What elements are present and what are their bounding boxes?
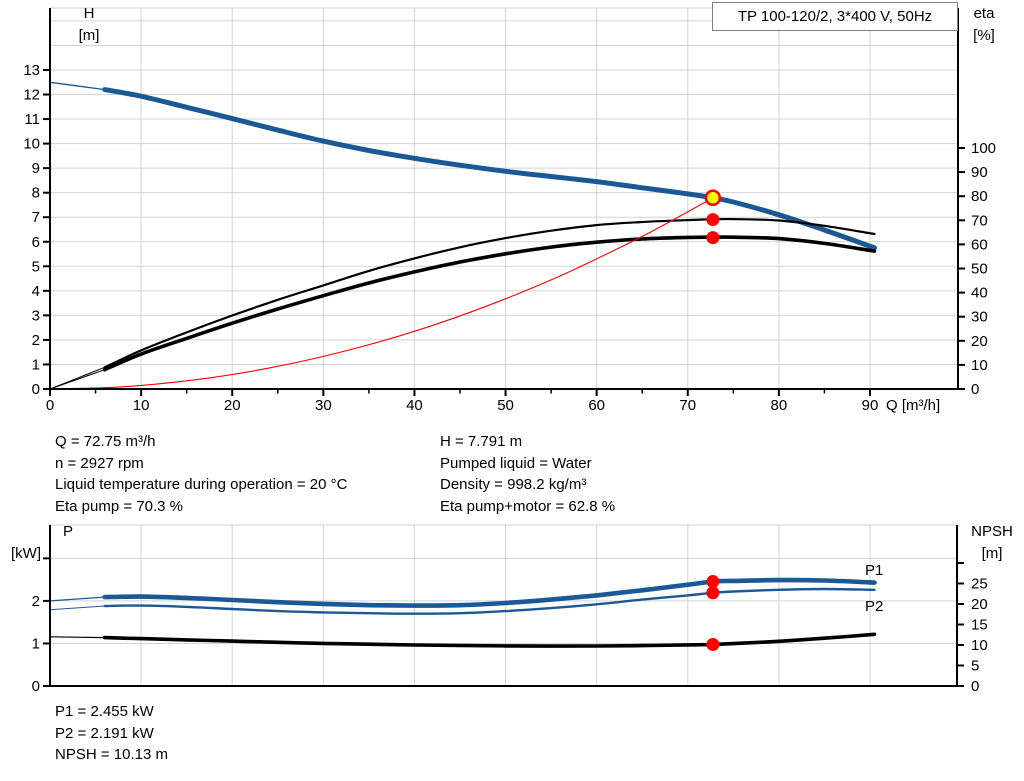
h-curve [102,87,877,251]
h-tick-label: 4 [32,283,40,300]
h-tick-label: 2 [32,332,40,349]
p2-curve [103,587,876,615]
eta-tick-label: 20 [971,333,988,350]
upper-markers [704,189,722,245]
h-tick-label: 7 [32,209,40,226]
q-value: Q = 72.75 m³/h [55,433,156,450]
eta-tick-label: 40 [971,285,988,302]
h-tick-label: 3 [32,307,40,324]
h-axis-label: H [m] [78,5,100,44]
eta-tick-label: 50 [971,261,988,278]
h-tick-label: 10 [23,136,40,153]
q-tick-label: 60 [588,397,605,414]
p2-value: P2 = 2.191 kW [55,724,154,742]
npsh-curve [102,632,877,648]
q-axis-unit-label: Q [m³/h] [886,397,940,414]
system-curve-curve [49,197,714,390]
eta-pump-value: Eta pump = 70.3 % [55,497,183,515]
liquid-temperature-value: Liquid temperature during operation = 20… [55,476,348,493]
h-tick-label: 12 [23,87,40,104]
upper-series [49,81,877,390]
pumped-liquid-value: Pumped liquid = Water [440,454,592,472]
h-tick-label: 11 [24,111,40,128]
h-curve-thin [49,81,105,91]
npsh-point [706,637,720,651]
q-tick-label: 0 [46,397,54,414]
p-axis-label: P [62,523,73,540]
p-axis-unit-label: [kW] [11,545,41,562]
p1-series-label: P1 [865,562,883,579]
upper-chart: 0123456789101112130102030405060708090100… [23,7,996,414]
h-tick-label: 13 [23,62,40,79]
q-tick-label: 30 [315,397,332,414]
eta-tick-label: 0 [971,381,979,398]
p1-curve [102,577,877,608]
upper-axes: 0123456789101112130102030405060708090100… [23,8,996,414]
p-tick-label: 0 [32,678,40,695]
density-value: Density = 998.2 kg/m³ [440,476,587,493]
eta-axis-label: eta [%] [973,5,995,44]
eta-pump-motor-curve-thin [49,369,105,390]
npsh-tick-label: 0 [971,678,979,695]
h-value: H = 7.791 m [440,433,523,450]
h-tick-label: 1 [32,356,40,373]
p2-curve-thin [49,605,105,611]
npsh-tick-label: 20 [971,596,988,613]
eta-tick-label: 10 [971,357,988,374]
eta-tick-label: 60 [971,236,988,253]
npsh-axis-label: NPSH [m] [971,523,1013,562]
p2-series-label: P2 [865,598,883,615]
npsh-tick-label: 5 [971,658,979,675]
npsh-tick-label: 10 [971,637,988,654]
q-tick-label: 90 [862,397,879,414]
pump-title: TP 100-120/2, 3*400 V, 50Hz [737,8,933,25]
q-tick-label: 70 [679,397,696,414]
eta-tick-label: 70 [971,212,988,229]
q-tick-label: 10 [133,397,150,414]
duty-point [704,189,722,207]
h-tick-label: 0 [32,381,40,398]
q-tick-label: 80 [771,397,788,414]
p-tick-label: 2 [32,593,40,610]
p-tick-label: 1 [32,635,40,652]
q-tick-label: 40 [406,397,423,414]
lower-grid [50,524,957,686]
lower-series: P1 P2 [49,562,883,648]
eta-tick-label: 80 [971,188,988,205]
npsh-curve-thin [49,636,105,639]
p2-point [706,586,720,600]
eta-tick-label: 90 [971,164,988,181]
h-tick-label: 8 [32,185,40,202]
eta-pump-motor-curve [102,235,877,372]
eta-pump-curve [103,217,876,369]
operating-data-left: Q = 72.75 m³/h n = 2927 rpm Liquid tempe… [55,431,347,517]
h-tick-label: 9 [32,160,40,177]
eta-pump-motor-point [706,231,720,245]
operating-data-right: H = 7.791 m Pumped liquid = Water Densit… [440,431,615,517]
npsh-value: NPSH = 10.13 m [55,746,168,763]
q-tick-label: 50 [497,397,514,414]
h-tick-label: 6 [32,234,40,251]
power-npsh-data: P1 = 2.455 kW P2 = 2.191 kW NPSH = 10.13… [55,701,168,766]
p1-point [706,575,720,589]
q-tick-label: 20 [224,397,241,414]
eta-tick-label: 30 [971,309,988,326]
eta-pump-motor-value: Eta pump+motor = 62.8 % [440,497,616,515]
lower-markers [706,575,720,651]
eta-tick-label: 100 [971,140,996,157]
npsh-tick-label: 25 [971,576,988,593]
upper-grid [50,7,958,389]
h-tick-label: 5 [32,258,40,275]
eta-pump-point [706,213,720,227]
pump-title-box: TP 100-120/2, 3*400 V, 50Hz [712,2,958,31]
p1-value: P1 = 2.455 kW [55,703,154,720]
speed-value: n = 2927 rpm [55,454,144,472]
npsh-tick-label: 15 [971,617,988,634]
p1-curve-thin [49,596,105,602]
